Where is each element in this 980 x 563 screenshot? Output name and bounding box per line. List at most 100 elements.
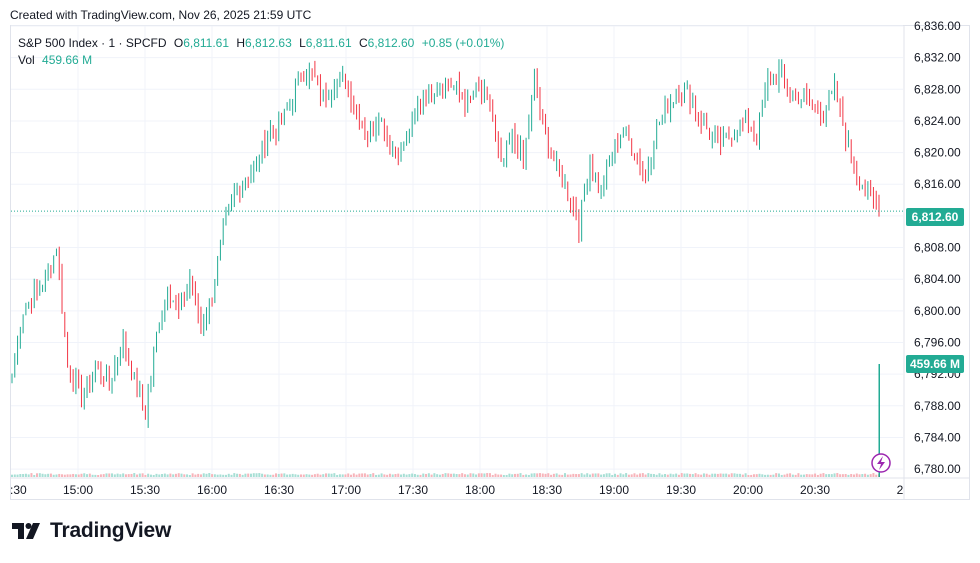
volume-bar xyxy=(852,474,855,477)
volume-bar xyxy=(475,474,478,477)
volume-bar xyxy=(16,474,19,477)
volume-bar xyxy=(177,473,180,477)
time-tick-label: 16:00 xyxy=(197,483,227,497)
lightning-icon[interactable] xyxy=(871,453,891,473)
volume-bar xyxy=(205,473,208,477)
volume-bar xyxy=(116,473,119,477)
volume-bar xyxy=(52,474,55,477)
volume-bar xyxy=(636,474,639,477)
volume-bar xyxy=(802,474,805,477)
volume-bar xyxy=(241,474,244,477)
volume-bar xyxy=(794,474,797,477)
volume-bar-last xyxy=(878,364,880,477)
volume-bar xyxy=(244,473,247,477)
price-axis[interactable]: 6,836.00 6,832.00 6,828.00 6,824.00 6,820.00… xyxy=(914,19,961,476)
volume-bar xyxy=(425,473,428,477)
volume-bar xyxy=(827,474,830,477)
volume-label: Vol xyxy=(18,53,35,67)
volume-bar xyxy=(394,474,397,477)
volume-bar xyxy=(400,474,403,477)
volume-bar xyxy=(302,474,305,477)
volume-bar xyxy=(664,474,667,477)
volume-bar xyxy=(522,474,525,477)
volume-bar xyxy=(764,474,767,477)
volume-bar xyxy=(686,473,689,477)
volume-bar xyxy=(836,473,839,477)
open-label: O xyxy=(173,36,184,50)
volume-bar xyxy=(274,473,277,477)
volume-bar xyxy=(741,474,744,477)
volume-bar xyxy=(266,474,269,477)
volume-bar xyxy=(258,473,261,477)
time-tick-label: :30 xyxy=(10,483,27,497)
volume-bar xyxy=(233,473,236,477)
volume-bar xyxy=(739,473,742,477)
volume-bar xyxy=(216,474,219,477)
volume-bar xyxy=(752,474,755,477)
volume-bar xyxy=(300,474,302,477)
volume-bar xyxy=(44,474,47,477)
volume-bar xyxy=(383,474,386,477)
volume-bar xyxy=(41,473,44,477)
volume-bar xyxy=(463,474,466,477)
brand[interactable]: TradingView xyxy=(12,519,171,543)
volume-bar xyxy=(772,474,775,477)
volume-bar xyxy=(338,474,341,477)
volume-bar xyxy=(408,474,411,477)
volume-bar xyxy=(350,474,353,477)
time-tick-label: 15:30 xyxy=(130,483,160,497)
volume-bar xyxy=(775,473,778,477)
volume-bar xyxy=(108,473,111,477)
volume-bar xyxy=(544,473,547,477)
volume-bar xyxy=(825,474,828,477)
volume-bar xyxy=(169,473,172,477)
price-tick-label: 6,832.00 xyxy=(914,51,961,65)
time-axis[interactable]: :30 15:00 15:30 16:00 16:30 17:00 17:30 18:00 18… xyxy=(10,483,904,497)
price-tick-label: 6,808.00 xyxy=(914,241,961,255)
volume-bar xyxy=(27,474,30,477)
volume-bar xyxy=(433,473,436,477)
volume-bar xyxy=(88,473,91,477)
volume-bar xyxy=(650,473,653,477)
volume-bar xyxy=(222,474,225,477)
volume-bar xyxy=(605,473,608,477)
volume-bar xyxy=(619,473,622,477)
volume-bar xyxy=(722,473,725,477)
price-tick-label: 6,816.00 xyxy=(914,177,961,191)
volume-bar xyxy=(330,473,333,477)
volume-bar xyxy=(500,474,503,477)
volume-bar xyxy=(516,473,519,477)
close-value: 6,812.60 xyxy=(367,36,415,50)
volume-bar xyxy=(450,473,453,477)
volume-bar xyxy=(386,474,389,477)
volume-bar xyxy=(47,473,50,477)
volume-bar xyxy=(105,473,108,477)
volume-bar xyxy=(608,473,611,477)
volume-bar xyxy=(99,474,102,477)
volume-bar xyxy=(552,473,555,477)
volume-bar xyxy=(49,473,52,477)
volume-bar xyxy=(469,473,472,477)
volume-bar xyxy=(444,473,447,477)
volume-bar xyxy=(227,473,230,477)
volume-bar xyxy=(750,474,753,477)
volume-bar xyxy=(683,473,686,477)
volume-bar xyxy=(144,474,147,477)
volume-bar xyxy=(375,474,378,477)
volume-bar xyxy=(238,473,241,477)
volume-bar xyxy=(372,473,375,477)
volume-bar xyxy=(438,474,441,477)
volume-bar xyxy=(519,473,522,477)
symbol-label[interactable]: S&P 500 Index · 1 · SPCFD xyxy=(18,36,167,50)
volume-bar xyxy=(69,474,72,477)
volume-bar xyxy=(325,473,328,477)
volume-bar xyxy=(494,473,497,477)
volume-bar xyxy=(111,473,114,477)
volume-bar xyxy=(208,473,211,477)
volume-bar xyxy=(352,473,355,477)
volume-bar xyxy=(22,474,25,477)
volume-bar xyxy=(644,474,647,477)
grid-lines xyxy=(11,25,903,477)
volume-bar xyxy=(597,473,600,477)
